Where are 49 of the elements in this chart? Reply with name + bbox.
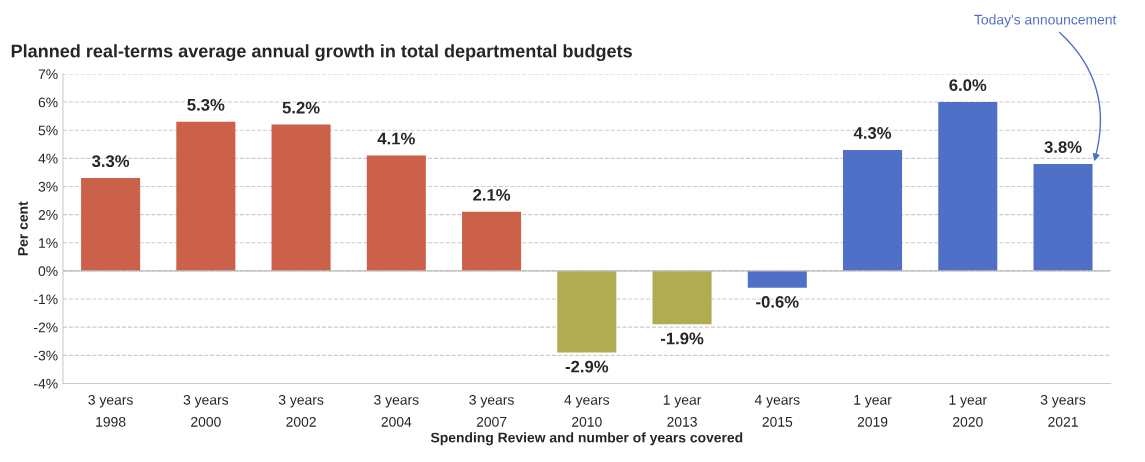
x-tick-label: 1 year 2013 (663, 395, 702, 427)
data-label: 6.0% (949, 79, 987, 92)
y-tick-label: 3% (38, 181, 58, 192)
bar (462, 211, 522, 271)
bar (938, 102, 998, 271)
y-tick-label: 2% (38, 209, 58, 220)
bar (557, 270, 617, 353)
bar (1033, 163, 1093, 271)
x-tick-label: 3 years 2021 (1040, 394, 1086, 427)
x-tick-label: 4 years 2015 (754, 395, 800, 427)
y-tick-label: -2% (34, 322, 58, 333)
data-label: -1.9% (660, 332, 704, 345)
x-tick-label: 3 years 2007 (469, 394, 514, 427)
y-tick-label: 5% (38, 125, 58, 136)
bar (271, 124, 331, 271)
x-tick-label: 3 years 2004 (374, 394, 419, 427)
x-tick-label: 3 years 2002 (278, 394, 324, 427)
bar (81, 178, 141, 271)
x-tick-label: 3 years 2000 (183, 394, 229, 427)
data-label: 4.1% (377, 132, 415, 145)
y-tick-label: -4% (34, 378, 58, 389)
x-tick-label: 1 year 2019 (854, 395, 892, 427)
data-label: 4.3% (853, 127, 892, 139)
bar (747, 270, 807, 288)
bar (176, 121, 236, 271)
y-axis-title: Per cent (18, 201, 28, 256)
y-tick-label: 0% (38, 266, 58, 277)
text: Today's announcement (974, 14, 1117, 28)
x-tick-label: 4 years 2010 (564, 395, 610, 427)
y-tick-label: -1% (34, 294, 58, 305)
y-tick-label: -3% (34, 350, 58, 361)
data-label: -2.9% (565, 360, 609, 373)
bar (652, 270, 712, 325)
y-tick-label: 1% (39, 238, 58, 248)
data-label: 3.8% (1044, 141, 1082, 153)
data-label: 3.3% (91, 155, 130, 168)
data-label: 2.1% (473, 188, 511, 201)
chart-title: Planned real-terms average annual growth in total departmental budgets (11, 44, 632, 62)
y-tick-label: 6% (38, 97, 58, 108)
y-tick-label: 7% (38, 69, 58, 80)
bar (366, 155, 426, 271)
data-label: 5.3% (187, 98, 225, 111)
x-tick-label: 1 year 2020 (949, 395, 987, 427)
x-tick-label: 3 years 1998 (88, 394, 133, 427)
data-label: 5.2% (282, 101, 320, 114)
bar (843, 149, 903, 271)
data-label: -0.6% (756, 295, 799, 308)
x-axis-title: Spending Review and number of years covered (430, 432, 743, 446)
y-tick-label: 4% (38, 153, 58, 164)
